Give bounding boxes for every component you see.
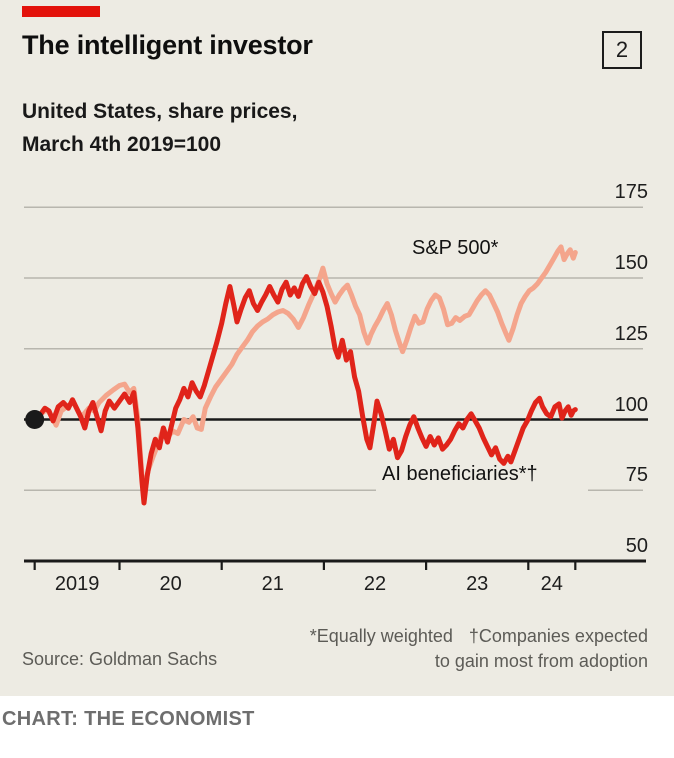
footnote-line-1: *Equally weighted †Companies expected: [310, 624, 648, 649]
series-line-ai-beneficiaries: [32, 274, 578, 506]
y-axis-label-125: 125: [614, 322, 648, 345]
y-axis-label-75: 75: [625, 464, 648, 487]
footnote-block: *Equally weighted †Companies expected to …: [310, 624, 648, 674]
chart-card: The intelligent investor 2 United States…: [0, 0, 674, 696]
chart-subtitle: United States, share prices, March 4th 2…: [22, 95, 522, 161]
x-axis-label-23: 23: [466, 573, 489, 595]
chart-title: The intelligent investor: [22, 30, 313, 60]
series-label-sp500: S&P 500*: [412, 237, 499, 259]
y-axis-label-50: 50: [625, 535, 648, 557]
x-axis-label-2019: 2019: [54, 573, 100, 595]
y-axis-label-150: 150: [614, 252, 648, 274]
y-axis-label-175: 175: [614, 181, 648, 204]
economist-accent-bar: [22, 6, 100, 17]
x-axis-label-24: 24: [540, 573, 563, 595]
series-label-ai-beneficiaries: AI beneficiaries*†: [382, 463, 538, 485]
series-line-sp500: [32, 244, 578, 502]
subtitle-line-2: March 4th 2019=100: [22, 133, 222, 156]
figure-number-badge: 2: [602, 31, 642, 69]
x-axis-label-22: 22: [363, 573, 387, 595]
y-axis-label-100: 100: [614, 393, 648, 416]
chart-credit: CHART: THE ECONOMIST: [2, 708, 255, 730]
footnote-companies-expected: †Companies expected: [468, 626, 648, 646]
x-axis-label-20: 20: [159, 573, 182, 595]
subtitle-line-1: United States, share prices,: [22, 100, 298, 123]
line-chart-canvas: [24, 206, 648, 570]
start-dot: [25, 410, 45, 429]
x-axis-label-21: 21: [261, 573, 284, 595]
figure-number: 2: [615, 37, 629, 62]
footnote-line-2: to gain most from adoption: [434, 651, 648, 671]
footnote-equally-weighted: *Equally weighted: [309, 626, 453, 646]
source-note: Source: Goldman Sachs: [22, 649, 218, 669]
